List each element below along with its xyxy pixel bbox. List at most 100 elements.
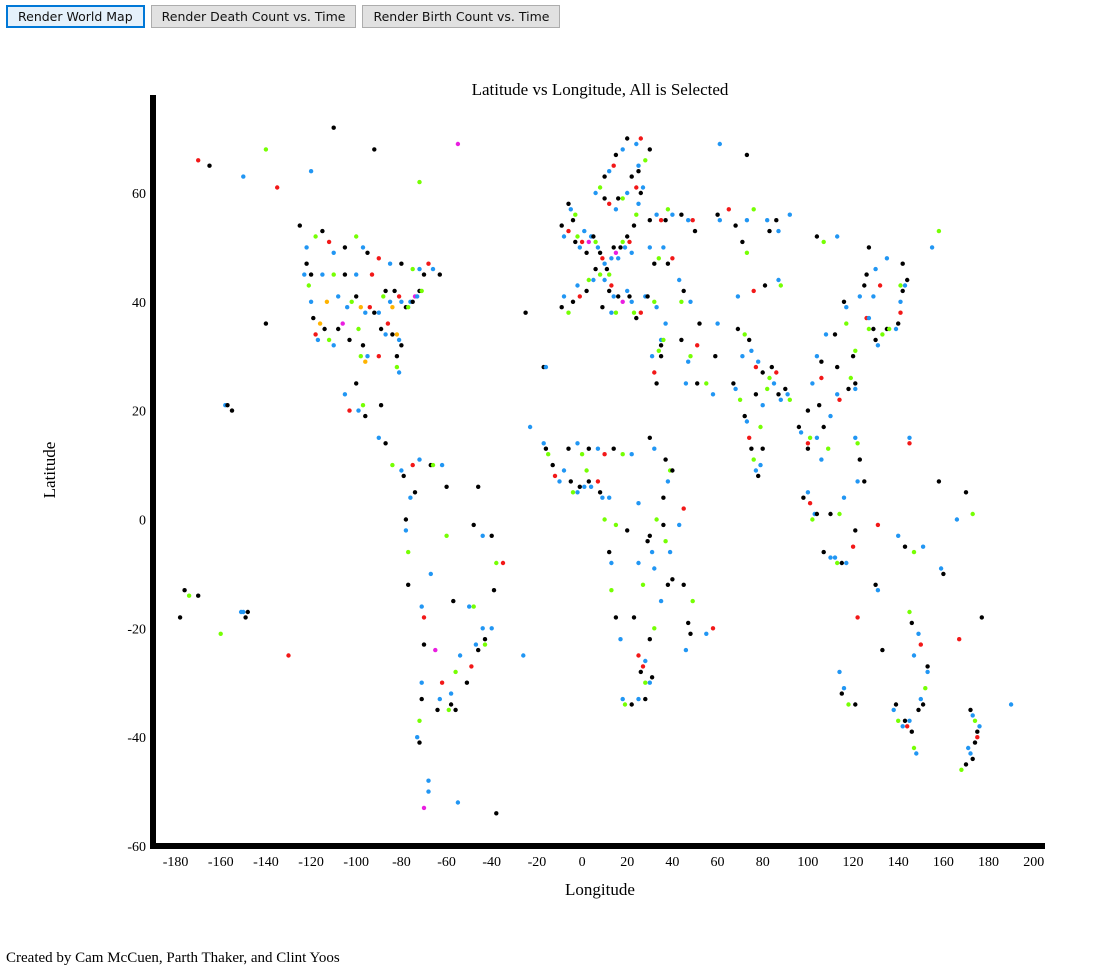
data-point (900, 261, 905, 266)
data-point (584, 468, 589, 473)
render-world-map-button[interactable]: Render World Map (6, 5, 145, 28)
data-point (437, 272, 442, 277)
data-point (839, 560, 844, 566)
data-point (677, 277, 682, 283)
data-point (647, 533, 652, 538)
x-tick-label: 100 (797, 855, 818, 870)
data-point (905, 724, 910, 729)
x-tick-label: 200 (1023, 855, 1044, 870)
data-point (480, 626, 485, 631)
data-point (911, 653, 917, 658)
data-point (566, 446, 571, 451)
data-point (634, 315, 639, 321)
data-point (584, 250, 589, 255)
data-point (918, 642, 923, 647)
data-point (218, 631, 223, 636)
data-point (363, 310, 368, 315)
data-point (494, 560, 499, 566)
x-tick-label: 0 (579, 855, 586, 870)
data-point (575, 441, 580, 446)
data-point (354, 294, 359, 299)
render-death-count-button[interactable]: Render Death Count vs. Time (150, 5, 357, 28)
data-point (354, 272, 359, 277)
data-point (595, 479, 601, 484)
data-point (649, 675, 655, 680)
data-point (390, 462, 395, 468)
data-point (658, 598, 664, 604)
data-point (715, 321, 720, 326)
data-point (561, 468, 567, 473)
data-point (654, 517, 659, 522)
data-point (844, 305, 849, 310)
data-point (747, 337, 752, 343)
data-point (467, 604, 472, 609)
data-point (875, 588, 881, 593)
data-point (821, 424, 826, 430)
data-point (331, 125, 336, 130)
data-point (306, 283, 311, 288)
data-point (320, 272, 325, 277)
data-point (417, 457, 422, 462)
data-point (593, 239, 598, 245)
data-point (313, 332, 318, 337)
data-point (570, 299, 576, 304)
data-point (837, 397, 842, 402)
data-point (647, 680, 652, 685)
data-point (679, 299, 684, 304)
data-point (907, 718, 912, 723)
data-point (304, 245, 309, 250)
data-point (378, 403, 384, 408)
data-point (902, 544, 908, 549)
data-point (645, 294, 650, 299)
data-point (686, 218, 691, 223)
data-point (710, 626, 716, 631)
data-point (805, 490, 811, 495)
data-point (970, 756, 975, 762)
data-point (627, 239, 632, 245)
data-point (376, 310, 381, 315)
render-birth-count-button[interactable]: Render Birth Count vs. Time (362, 5, 561, 28)
data-point (410, 266, 415, 272)
data-point (464, 680, 470, 685)
data-point (968, 751, 973, 756)
data-point (245, 609, 250, 615)
data-point (855, 441, 860, 446)
data-point (717, 141, 722, 147)
data-point (600, 495, 605, 500)
data-point (715, 212, 720, 217)
data-point (975, 735, 980, 740)
points-layer (177, 125, 1014, 816)
data-point (360, 245, 366, 250)
data-point (654, 305, 659, 310)
data-point (629, 174, 634, 179)
data-point (695, 343, 700, 348)
data-point (837, 511, 842, 517)
data-point (527, 424, 533, 430)
ticks-layer: -180 -160 -140 -120 -100 -80 -60 -40 -20 0 20 40 60 8… (127, 187, 1044, 870)
data-point (679, 212, 684, 217)
data-point (383, 332, 388, 337)
data-point (559, 305, 564, 310)
data-point (591, 277, 596, 283)
data-point (625, 190, 630, 196)
data-point (473, 642, 479, 647)
data-point (683, 381, 689, 386)
data-point (586, 446, 591, 451)
data-point (417, 179, 422, 185)
data-point (884, 256, 890, 261)
data-point (602, 261, 607, 266)
data-point (609, 283, 614, 288)
data-point (832, 555, 838, 560)
data-point (828, 555, 833, 560)
data-point (814, 354, 820, 359)
data-point (577, 245, 582, 250)
data-point (737, 397, 743, 402)
data-point (643, 658, 648, 664)
data-point (652, 299, 657, 304)
data-point (275, 185, 280, 190)
data-point (421, 272, 427, 277)
data-point (616, 294, 621, 299)
data-point (692, 228, 698, 234)
data-point (631, 310, 637, 315)
data-point (331, 250, 336, 255)
